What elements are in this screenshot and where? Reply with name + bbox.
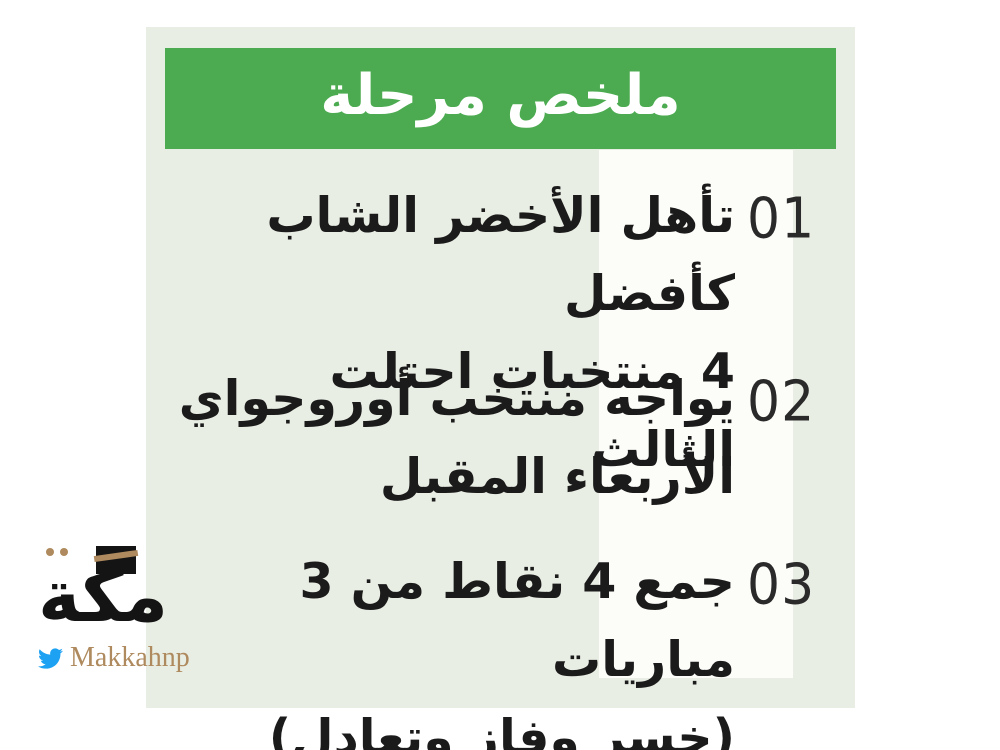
twitter-row: Makkahnp bbox=[38, 644, 248, 672]
item-text-line1: تأهل الأخضر الشاب كأفضل bbox=[266, 187, 735, 322]
item-number: 02 bbox=[747, 369, 816, 435]
logo-dot bbox=[60, 548, 68, 556]
summary-item-1: 01 تأهل الأخضر الشاب كأفضل 4 منتخبات احت… bbox=[176, 177, 816, 489]
summary-panel: ملخص مرحلة 01 تأهل الأخضر الشاب كأفضل 4 … bbox=[146, 27, 855, 750]
item-text-line1: يواجه منتخب أوروجواي bbox=[178, 370, 735, 427]
kaaba-icon bbox=[93, 546, 139, 574]
item-text-line2: الأربعاء المقبل bbox=[379, 448, 735, 505]
item-text-line2: 4 منتخبات احتلت الثالث bbox=[329, 343, 735, 478]
kaaba-gold-band bbox=[93, 549, 139, 563]
twitter-bird-icon bbox=[38, 647, 63, 669]
item-number: 01 bbox=[747, 186, 816, 252]
item-text: يواجه منتخب أوروجواي الأربعاء المقبل bbox=[176, 360, 735, 516]
summary-item-3: 03 جمع 4 نقاط من 3 مباريات (خسر وفاز وتع… bbox=[176, 543, 816, 750]
page-title: ملخص مرحلة bbox=[320, 62, 681, 128]
item-text-line2: (خسر وفاز وتعادل) bbox=[268, 709, 735, 750]
item-text: جمع 4 نقاط من 3 مباريات (خسر وفاز وتعادل… bbox=[176, 543, 735, 750]
highlight-strip bbox=[599, 150, 793, 678]
makkah-logo: مكة Makkahnp bbox=[38, 546, 248, 672]
item-text-line1: جمع 4 نقاط من 3 مباريات bbox=[299, 553, 736, 688]
item-text: تأهل الأخضر الشاب كأفضل 4 منتخبات احتلت … bbox=[176, 177, 735, 489]
twitter-handle: Makkahnp bbox=[70, 642, 190, 673]
makkah-wordmark: مكة bbox=[38, 546, 248, 642]
summary-item-2: 02 يواجه منتخب أوروجواي الأربعاء المقبل bbox=[176, 360, 816, 516]
logo-dot bbox=[46, 548, 54, 556]
item-number: 03 bbox=[747, 552, 816, 618]
header-banner: ملخص مرحلة bbox=[165, 48, 836, 149]
